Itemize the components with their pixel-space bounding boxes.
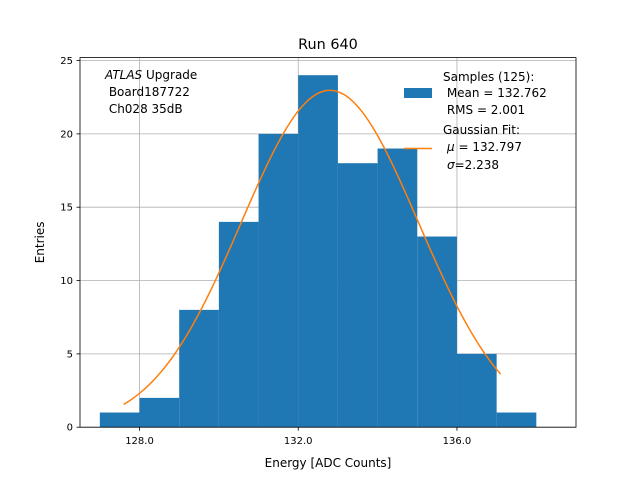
histogram-bar-7 — [377, 148, 418, 428]
y-tick-label-4: 20 — [60, 129, 73, 140]
legend-mu-value: = 132.797 — [455, 140, 522, 154]
legend-sigma-symbol: σ — [447, 158, 455, 172]
plot-frame — [79, 57, 577, 428]
x-tick-label-2: 136.0 — [443, 436, 472, 447]
legend-fit-line1: Gaussian Fit: — [443, 123, 520, 137]
svg-text:ATLAS Upgrade: ATLAS Upgrade — [104, 68, 197, 82]
histogram-bar-0 — [99, 412, 140, 428]
x-tick-label-0: 128.0 — [125, 436, 154, 447]
histogram-bar-6 — [337, 163, 378, 428]
legend-mu-symbol: μ — [446, 140, 455, 154]
legend-hist-swatch — [404, 88, 432, 98]
histogram-bar-8 — [417, 236, 457, 428]
legend: Samples (125): Mean = 132.762 RMS = 2.00… — [404, 70, 547, 172]
y-tick-label-2: 10 — [60, 276, 73, 287]
histogram-bar-10 — [496, 412, 537, 428]
svg-text:σ=2.238: σ=2.238 — [447, 158, 499, 172]
y-tick-label-1: 5 — [67, 349, 73, 360]
y-axis-label: Entries — [33, 222, 47, 264]
histogram-bar-9 — [456, 353, 497, 428]
annotation-channel: Ch028 35dB — [105, 102, 183, 116]
x-axis-label: Energy [ADC Counts] — [265, 456, 392, 470]
annotation-board: Board187722 — [105, 85, 190, 99]
legend-hist-line1: Samples (125): — [443, 70, 534, 84]
y-tick-label-5: 25 — [60, 56, 73, 67]
histogram-bar-1 — [139, 397, 180, 428]
chart-title: Run 640 — [298, 37, 358, 53]
legend-hist-line3: RMS = 2.001 — [443, 103, 525, 117]
histogram-bar-3 — [218, 221, 259, 428]
histogram-bar-2 — [179, 309, 219, 428]
histogram-bar-5 — [298, 75, 338, 428]
y-tick-label-0: 0 — [67, 423, 73, 434]
gaussian-fit-line — [123, 89, 502, 406]
annotation-upgrade: Upgrade — [142, 68, 197, 82]
x-tick-label-1: 132.0 — [284, 436, 313, 447]
histogram-bar-4 — [258, 133, 299, 428]
annotation-text: ATLAS Upgrade Board187722 Ch028 35dB — [104, 68, 197, 116]
svg-text:μ = 132.797: μ = 132.797 — [446, 140, 522, 154]
y-tick-label-3: 15 — [60, 203, 73, 214]
legend-hist-line2: Mean = 132.762 — [443, 86, 547, 100]
histogram-bars — [99, 75, 537, 428]
annotation-atlas: ATLAS — [104, 68, 143, 82]
legend-sigma-value: =2.238 — [455, 158, 499, 172]
axis-ticks: 128.0 132.0 136.0 0 5 10 15 20 25 — [60, 56, 471, 447]
